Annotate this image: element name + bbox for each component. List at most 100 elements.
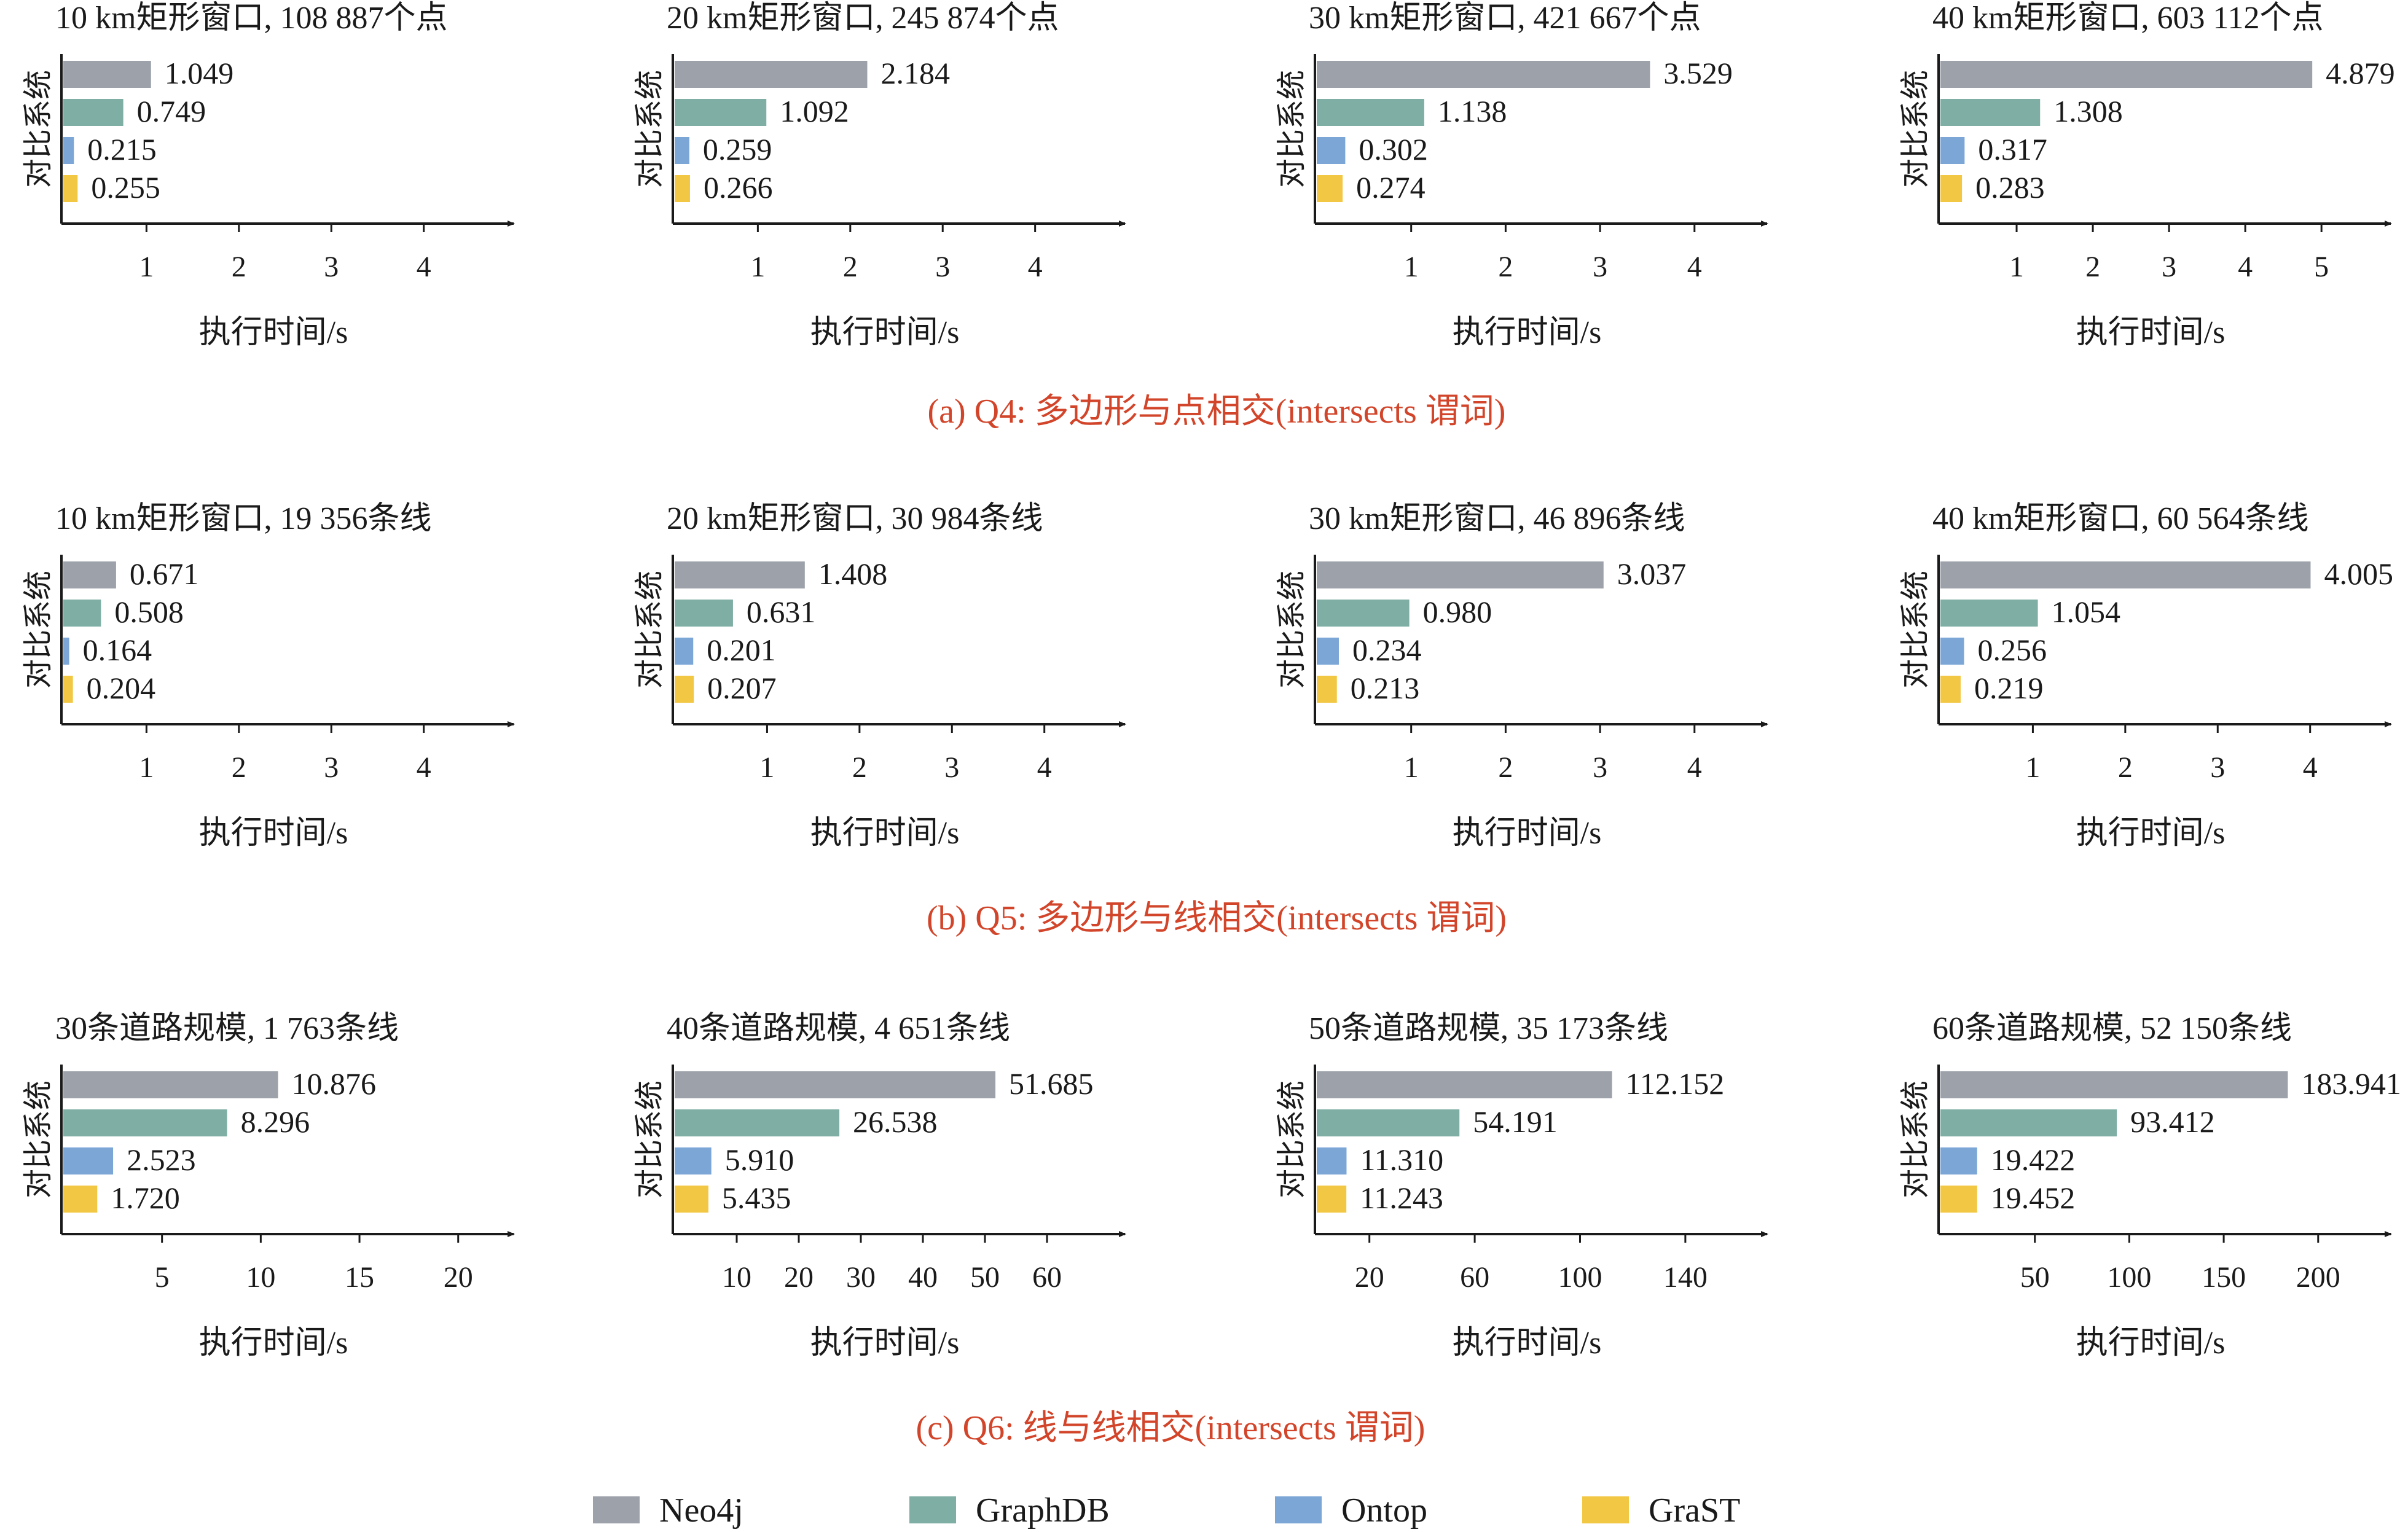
y-axis-label: 对比系统 — [1899, 571, 1932, 689]
bar-ontop — [675, 638, 694, 665]
bar-grast — [1940, 676, 1961, 703]
legend-swatch — [1275, 1496, 1322, 1523]
bar-ontop — [1317, 1147, 1347, 1174]
y-axis-label: 对比系统 — [1899, 70, 1932, 188]
bar-graphdb — [63, 99, 124, 126]
bar-grast — [1317, 1186, 1347, 1213]
bar-value-label: 1.138 — [1438, 94, 1507, 128]
bar-value-label: 1.049 — [165, 56, 234, 90]
bar-neo4j — [63, 61, 151, 88]
x-tick-label: 60 — [1032, 1261, 1062, 1294]
bar-value-label: 112.152 — [1626, 1066, 1725, 1101]
bar-value-label: 93.412 — [2130, 1104, 2215, 1139]
panel-title: 40 km矩形窗口, 603 112个点 — [1932, 1, 2324, 36]
bar-graphdb — [1940, 99, 2041, 126]
x-tick-label: 2 — [852, 751, 867, 784]
x-tick-label: 3 — [2162, 251, 2176, 283]
bar-value-label: 0.749 — [137, 94, 206, 128]
legend-item-graphdb: GraphDB — [909, 1491, 1110, 1530]
bar-value-label: 1.054 — [2052, 595, 2121, 629]
bar-value-label: 1.308 — [2053, 94, 2123, 128]
x-axis-label: 执行时间/s — [199, 315, 348, 350]
x-tick-label: 1 — [2025, 751, 2040, 784]
bar-value-label: 2.184 — [880, 56, 950, 90]
bar-value-label: 0.631 — [747, 595, 816, 629]
bar-value-label: 1.092 — [780, 94, 849, 128]
bar-value-label: 0.164 — [83, 633, 152, 667]
bar-value-label: 3.037 — [1617, 557, 1687, 591]
x-tick-label: 200 — [2296, 1261, 2340, 1294]
bar-ontop — [63, 638, 69, 665]
bar-value-label: 0.215 — [87, 132, 157, 166]
bar-value-label: 8.296 — [241, 1104, 310, 1139]
x-tick-label: 3 — [2210, 751, 2225, 784]
y-axis-label: 对比系统 — [1276, 70, 1308, 188]
panel-title: 10 km矩形窗口, 19 356条线 — [55, 501, 431, 536]
x-tick-label: 4 — [1687, 751, 1702, 784]
bar-value-label: 1.720 — [111, 1181, 179, 1215]
x-tick-label: 3 — [944, 751, 959, 784]
y-axis-label: 对比系统 — [22, 1081, 55, 1198]
x-axis-label: 执行时间/s — [2076, 1326, 2226, 1361]
bar-neo4j — [63, 1071, 278, 1098]
y-axis-label: 对比系统 — [633, 571, 666, 689]
bar-value-label: 0.213 — [1351, 671, 1420, 705]
y-axis-label: 对比系统 — [1276, 1081, 1308, 1198]
bar-grast — [1940, 175, 1963, 202]
bar-neo4j — [1940, 1071, 2288, 1098]
x-tick-label: 4 — [1037, 751, 1052, 784]
x-tick-label: 2 — [843, 251, 858, 283]
legend-swatch — [593, 1496, 640, 1523]
x-axis-label: 执行时间/s — [810, 816, 960, 851]
bar-graphdb — [1317, 99, 1424, 126]
panel-title: 40条道路规模, 4 651条线 — [667, 1011, 1010, 1046]
x-tick-label: 60 — [1460, 1261, 1489, 1294]
x-axis-label: 执行时间/s — [199, 1326, 348, 1361]
bar-value-label: 0.508 — [114, 595, 183, 629]
bar-graphdb — [63, 1109, 227, 1136]
bar-value-label: 0.980 — [1423, 595, 1492, 629]
bar-value-label: 183.941 — [2301, 1066, 2401, 1101]
bar-graphdb — [675, 99, 767, 126]
bar-grast — [675, 1186, 708, 1213]
legend: Neo4j GraphDB Ontop GraST — [593, 1491, 1740, 1530]
bar-ontop — [63, 1147, 114, 1174]
bar-value-label: 10.876 — [292, 1066, 377, 1101]
x-tick-label: 4 — [417, 251, 431, 283]
legend-item-ontop: Ontop — [1275, 1491, 1427, 1530]
x-tick-label: 20 — [784, 1261, 814, 1294]
captions: (a) Q4: 多边形与点相交(intersects 谓词) (b) Q5: 多… — [916, 393, 1507, 1447]
bar-ontop — [1940, 137, 1965, 164]
bar-value-label: 0.671 — [130, 557, 199, 591]
bar-neo4j — [1317, 561, 1604, 588]
x-tick-label: 1 — [139, 251, 154, 283]
bar-neo4j — [1317, 61, 1650, 88]
x-tick-label: 30 — [846, 1261, 876, 1294]
y-axis-label: 对比系统 — [633, 70, 666, 188]
x-tick-label: 3 — [324, 751, 339, 784]
bar-value-label: 0.256 — [1978, 633, 2047, 667]
panel-title: 20 km矩形窗口, 245 874个点 — [667, 1, 1059, 36]
bar-ontop — [1940, 1147, 1977, 1174]
x-tick-label: 1 — [759, 751, 774, 784]
bar-graphdb — [1940, 600, 2038, 627]
x-tick-label: 2 — [2085, 251, 2100, 283]
x-tick-label: 50 — [970, 1261, 1000, 1294]
x-tick-label: 15 — [345, 1261, 374, 1294]
bar-graphdb — [1940, 1109, 2117, 1136]
x-tick-label: 1 — [1404, 251, 1419, 283]
bar-value-label: 1.408 — [818, 557, 888, 591]
bar-grast — [63, 1186, 98, 1213]
bar-value-label: 26.538 — [853, 1104, 938, 1139]
legend-label: GraST — [1649, 1491, 1740, 1530]
x-axis-label: 执行时间/s — [2076, 816, 2226, 851]
bar-value-label: 0.266 — [704, 170, 773, 205]
bar-value-label: 0.204 — [87, 671, 156, 705]
caption-a: (a) Q4: 多边形与点相交(intersects 谓词) — [928, 393, 1506, 431]
bar-grast — [1317, 175, 1343, 202]
bar-value-label: 4.879 — [2326, 56, 2395, 90]
